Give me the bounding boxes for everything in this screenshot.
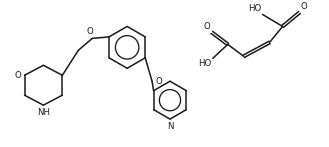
Text: O: O [300,2,307,11]
Text: HO: HO [248,4,262,14]
Text: O: O [203,22,210,31]
Text: HO: HO [199,59,212,68]
Text: O: O [15,71,21,80]
Text: NH: NH [37,108,50,117]
Text: O: O [155,77,162,86]
Text: N: N [167,122,173,131]
Text: O: O [87,27,93,36]
